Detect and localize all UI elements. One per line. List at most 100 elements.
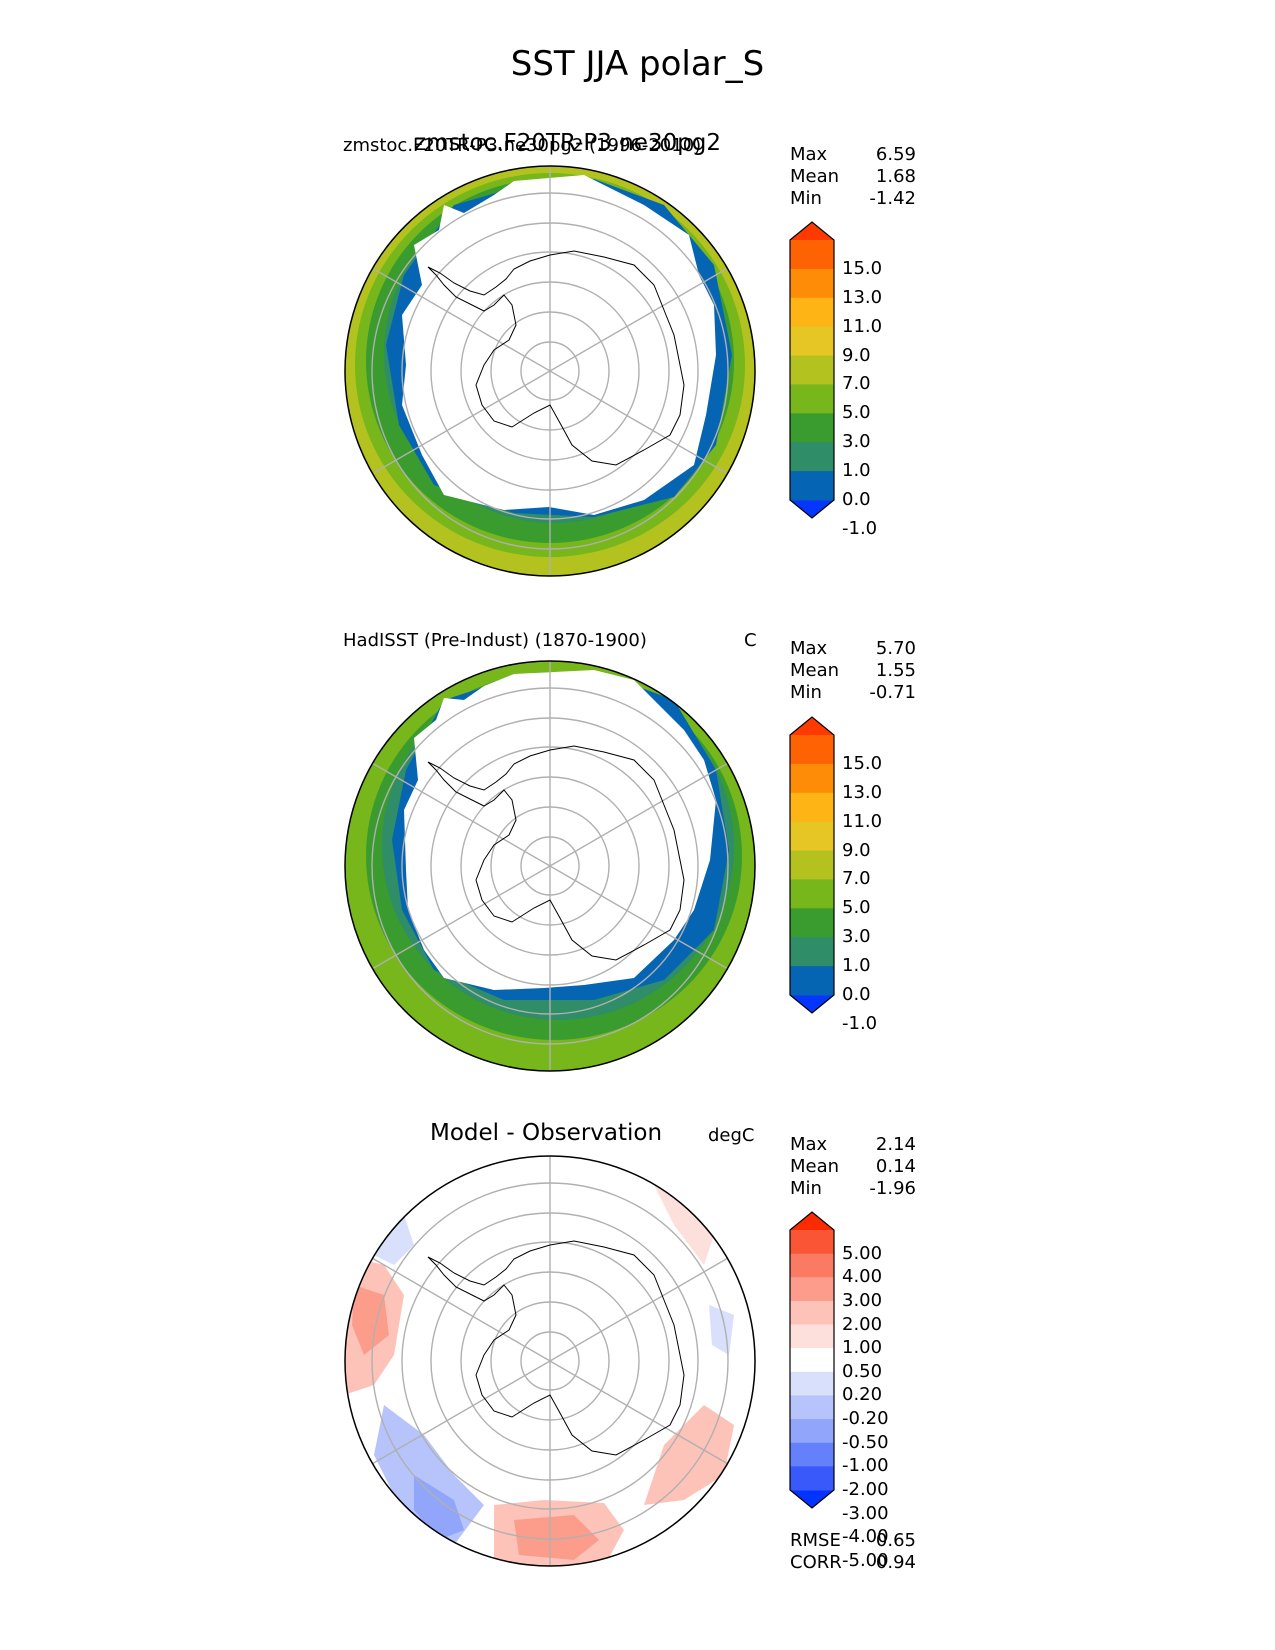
- colorbar-segment: [790, 1348, 834, 1373]
- colorbar-segment: [790, 1300, 834, 1326]
- colorbar-tick-label: 5.0: [842, 402, 871, 424]
- stat-mean-label: Mean: [790, 660, 840, 681]
- colorbar-tick-label: -2.00: [842, 1479, 889, 1500]
- colorbar-tick-label: 3.00: [842, 1289, 883, 1311]
- colorbar-segment: [790, 1253, 834, 1278]
- colorbar-tick-label: 9.0: [842, 344, 871, 366]
- colorbar-tick-label: 2.00: [842, 1313, 883, 1335]
- stat-max-label: Max: [790, 638, 828, 659]
- panel-diff-map: [344, 1155, 756, 1567]
- colorbar-segment: [790, 821, 834, 852]
- stat-mean-value: 0.14: [875, 1156, 916, 1177]
- sea-ice-region: [402, 175, 716, 515]
- panel-diff-colorbar: [789, 1211, 835, 1509]
- colorbar-segment: [790, 268, 834, 299]
- sea-ice-region: [404, 670, 716, 990]
- colorbar-segment: [790, 850, 834, 880]
- colorbar-tick-label: -0.50: [842, 1431, 889, 1453]
- colorbar-tick-label: -1.0: [842, 1012, 878, 1034]
- colorbar-extend-min: [790, 995, 834, 1013]
- panel-obs-map: [344, 660, 756, 1072]
- stat-max-value: 5.70: [875, 638, 916, 659]
- map-boundary: [344, 165, 756, 577]
- panel-diff-title: Model - Observation: [430, 1120, 663, 1146]
- panel-obs-units: C: [744, 630, 757, 651]
- metric-corr-value: 0.94: [875, 1552, 916, 1573]
- colorbar-segment: [790, 879, 834, 909]
- colorbar-extend-max: [790, 222, 834, 240]
- colorbar-segment: [790, 1324, 834, 1349]
- colorbar-tick-label: 0.0: [842, 489, 871, 510]
- antarctica-coastline: [427, 1240, 685, 1456]
- colorbar-tick-label: 13.0: [842, 781, 883, 803]
- stat-min-label: Min: [790, 188, 822, 209]
- colorbar-tick-label: 3.0: [842, 431, 871, 453]
- antarctica-coastline: [427, 250, 685, 466]
- panel-model-stats: Max 6.59 Mean 1.68 Min -1.42: [790, 144, 916, 210]
- colorbar-tick-label: 7.0: [842, 373, 871, 395]
- colorbar-segment: [790, 240, 834, 270]
- stat-max-value: 2.14: [875, 1134, 916, 1155]
- panel-obs-stats: Max 5.70 Mean 1.55 Min -0.71: [790, 638, 916, 704]
- colorbar-segment: [790, 937, 834, 967]
- colorbar-segments: [790, 222, 834, 518]
- panel-obs-case-label: HadISST (Pre-Indust) (1870-1900): [343, 630, 647, 651]
- colorbar-segment: [790, 735, 834, 765]
- colorbar-tick-label: 11.0: [842, 810, 883, 832]
- panel-model-colorbar: [789, 221, 835, 519]
- colorbar-tick-label: -0.20: [842, 1408, 889, 1430]
- colorbar-tick-label: 0.20: [842, 1384, 883, 1406]
- graticule: [371, 1156, 729, 1566]
- colorbar-tick-label: 9.0: [842, 839, 871, 861]
- stat-min-value: -0.71: [869, 682, 916, 703]
- stat-max-label: Max: [790, 1134, 828, 1155]
- colorbar-segment: [790, 1371, 834, 1396]
- diff-warm-south-core: [514, 1515, 599, 1560]
- stat-mean-value: 1.55: [875, 660, 916, 681]
- graticule: [371, 661, 729, 1071]
- colorbar-tick-label: 15.0: [842, 752, 883, 774]
- colorbar-tick-label: 1.0: [842, 460, 871, 482]
- colorbar-segment: [790, 355, 834, 385]
- panel-obs-colorbar: [789, 716, 835, 1014]
- map-boundary: [344, 660, 756, 1072]
- colorbar-segment: [790, 384, 834, 414]
- colorbar-tick-label: 5.0: [842, 897, 871, 919]
- colorbar-tick-label: 11.0: [842, 315, 883, 337]
- colorbar-tick-label: 15.0: [842, 257, 883, 279]
- panel-diff-units: degC: [708, 1125, 755, 1146]
- stat-max-label: Max: [790, 144, 828, 165]
- colorbar-extend-min: [790, 1490, 834, 1508]
- colorbar-segment: [790, 1466, 834, 1491]
- antarctica-coastline: [427, 745, 685, 961]
- stat-mean-label: Mean: [790, 166, 840, 187]
- colorbar-tick-label: -4.00: [842, 1526, 889, 1548]
- panel-model-case-label: zmstoc.F20TR-P3.ne30pg2 (1996-2010): [343, 135, 702, 156]
- colorbar-segment: [790, 966, 834, 996]
- colorbar-extend-max: [790, 1212, 834, 1230]
- panel-diff-metrics: RMSE 0.65 CORR 0.94: [790, 1530, 916, 1574]
- colorbar-tick-label: -1.0: [842, 517, 878, 539]
- colorbar-tick-label: 1.00: [842, 1337, 883, 1359]
- stat-min-value: -1.42: [869, 188, 916, 209]
- stat-min-label: Min: [790, 682, 822, 703]
- colorbar-segment: [790, 1230, 834, 1255]
- colorbar-tick-label: 7.0: [842, 868, 871, 890]
- stat-min-label: Min: [790, 1178, 822, 1199]
- colorbar-segment: [790, 763, 834, 794]
- metric-rmse-value: 0.65: [875, 1530, 916, 1551]
- figure-title: SST JJA polar_S: [510, 44, 765, 84]
- colorbar-tick-label: 0.50: [842, 1360, 883, 1382]
- colorbar-tick-label: -1.00: [842, 1455, 889, 1477]
- map-boundary: [344, 1155, 756, 1567]
- diff-warm-west-core: [352, 1285, 389, 1355]
- panel-model-map: [344, 165, 756, 577]
- colorbar-tick-label: 13.0: [842, 286, 883, 308]
- colorbar-segments: [790, 1212, 834, 1508]
- colorbar-tick-label: 0.0: [842, 984, 871, 1005]
- diff-warm-southeast: [644, 1405, 734, 1505]
- colorbar-segment: [790, 908, 834, 938]
- colorbar-segment: [790, 1277, 834, 1302]
- metric-rmse-label: RMSE: [790, 1530, 841, 1551]
- colorbar-extend-max: [790, 717, 834, 735]
